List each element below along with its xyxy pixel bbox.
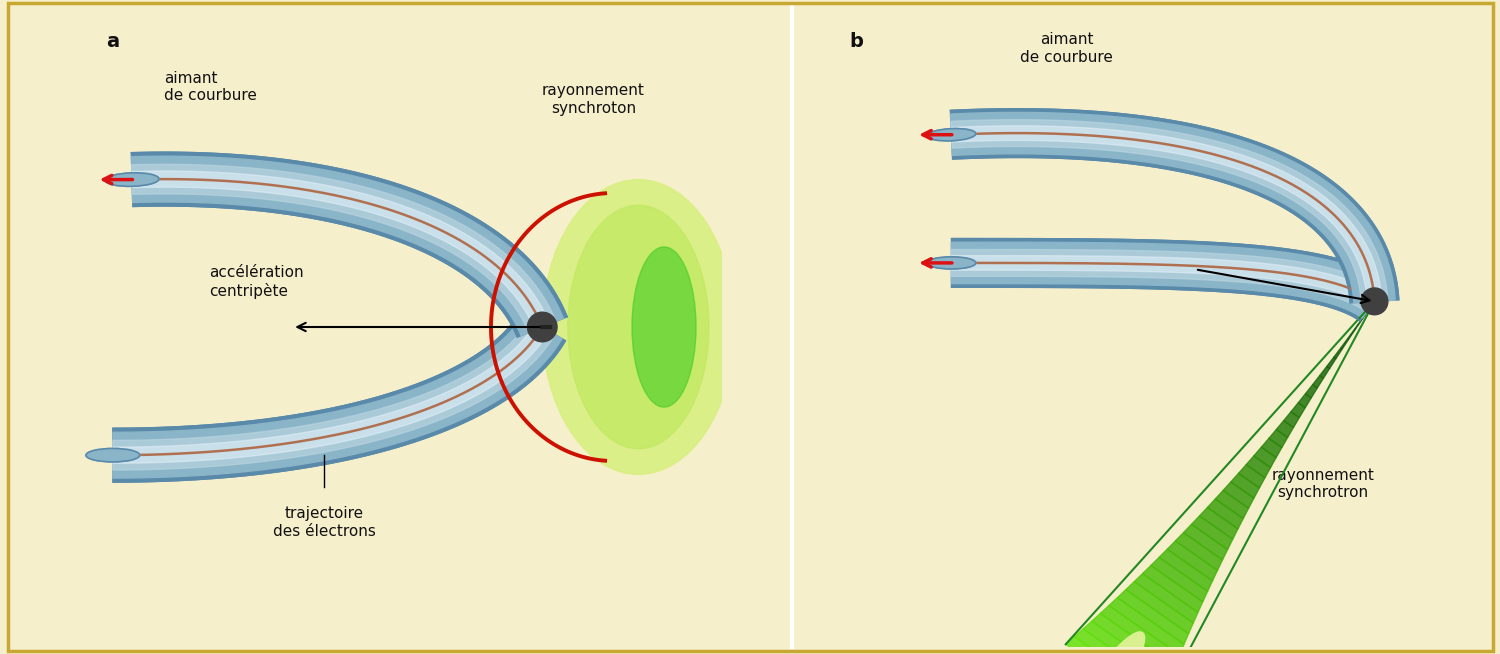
Polygon shape [1334,348,1342,359]
Polygon shape [1276,421,1293,438]
Polygon shape [1126,581,1194,634]
Ellipse shape [632,247,696,407]
Ellipse shape [927,257,976,269]
Polygon shape [1298,394,1311,407]
Polygon shape [951,250,1383,312]
Polygon shape [1092,613,1174,654]
Polygon shape [1320,366,1329,378]
Polygon shape [1341,339,1348,349]
Polygon shape [1347,330,1354,339]
Ellipse shape [543,180,735,474]
Polygon shape [951,109,1400,303]
Polygon shape [132,164,556,333]
Ellipse shape [1076,632,1144,654]
Text: rayonnement
synchroton: rayonnement synchroton [542,84,645,116]
Polygon shape [1232,473,1260,498]
Polygon shape [132,152,567,337]
Polygon shape [1074,629,1167,654]
Circle shape [1360,288,1388,315]
Polygon shape [112,315,562,478]
Polygon shape [1108,598,1184,654]
Polygon shape [1150,557,1208,602]
Ellipse shape [105,173,159,186]
Ellipse shape [927,129,976,141]
Text: b: b [849,32,862,51]
Polygon shape [1254,447,1276,468]
Polygon shape [132,171,549,330]
Polygon shape [1360,311,1368,320]
Polygon shape [1239,464,1264,488]
Polygon shape [1269,430,1287,447]
Polygon shape [1101,606,1179,654]
Ellipse shape [568,205,710,449]
Polygon shape [1191,516,1233,549]
Polygon shape [1354,320,1362,330]
Polygon shape [1246,456,1270,478]
Polygon shape [1167,541,1218,581]
Polygon shape [1208,499,1243,529]
Text: aimant
de courbure: aimant de courbure [164,71,256,103]
Polygon shape [1065,636,1162,654]
Polygon shape [132,156,564,336]
Ellipse shape [86,449,140,462]
Polygon shape [1184,525,1227,560]
Polygon shape [1176,532,1222,570]
Polygon shape [1292,403,1305,418]
Polygon shape [1222,482,1254,508]
Polygon shape [112,323,549,463]
Polygon shape [1284,412,1299,428]
Polygon shape [951,242,1388,318]
Polygon shape [1312,375,1323,388]
Text: trajectoire
des électrons: trajectoire des électrons [273,506,376,539]
Polygon shape [1305,385,1317,398]
Polygon shape [112,313,566,482]
Text: a: a [106,32,120,51]
Polygon shape [1262,438,1282,458]
Polygon shape [1134,574,1198,623]
Polygon shape [1143,566,1203,612]
Polygon shape [951,112,1395,303]
Polygon shape [1215,490,1248,519]
Polygon shape [1368,301,1374,311]
Polygon shape [1200,508,1237,539]
Polygon shape [951,256,1378,307]
Polygon shape [951,120,1388,302]
Text: accélération
centripète: accélération centripète [209,266,303,299]
Polygon shape [1160,549,1212,591]
Polygon shape [951,239,1389,321]
Polygon shape [1118,590,1188,644]
Polygon shape [1328,357,1336,368]
Polygon shape [951,126,1382,301]
Polygon shape [1083,621,1170,654]
Text: rayonnement
synchrotron: rayonnement synchrotron [1272,468,1374,500]
Polygon shape [112,319,555,470]
Text: aimant
de courbure: aimant de courbure [1020,32,1113,65]
Circle shape [528,312,556,342]
